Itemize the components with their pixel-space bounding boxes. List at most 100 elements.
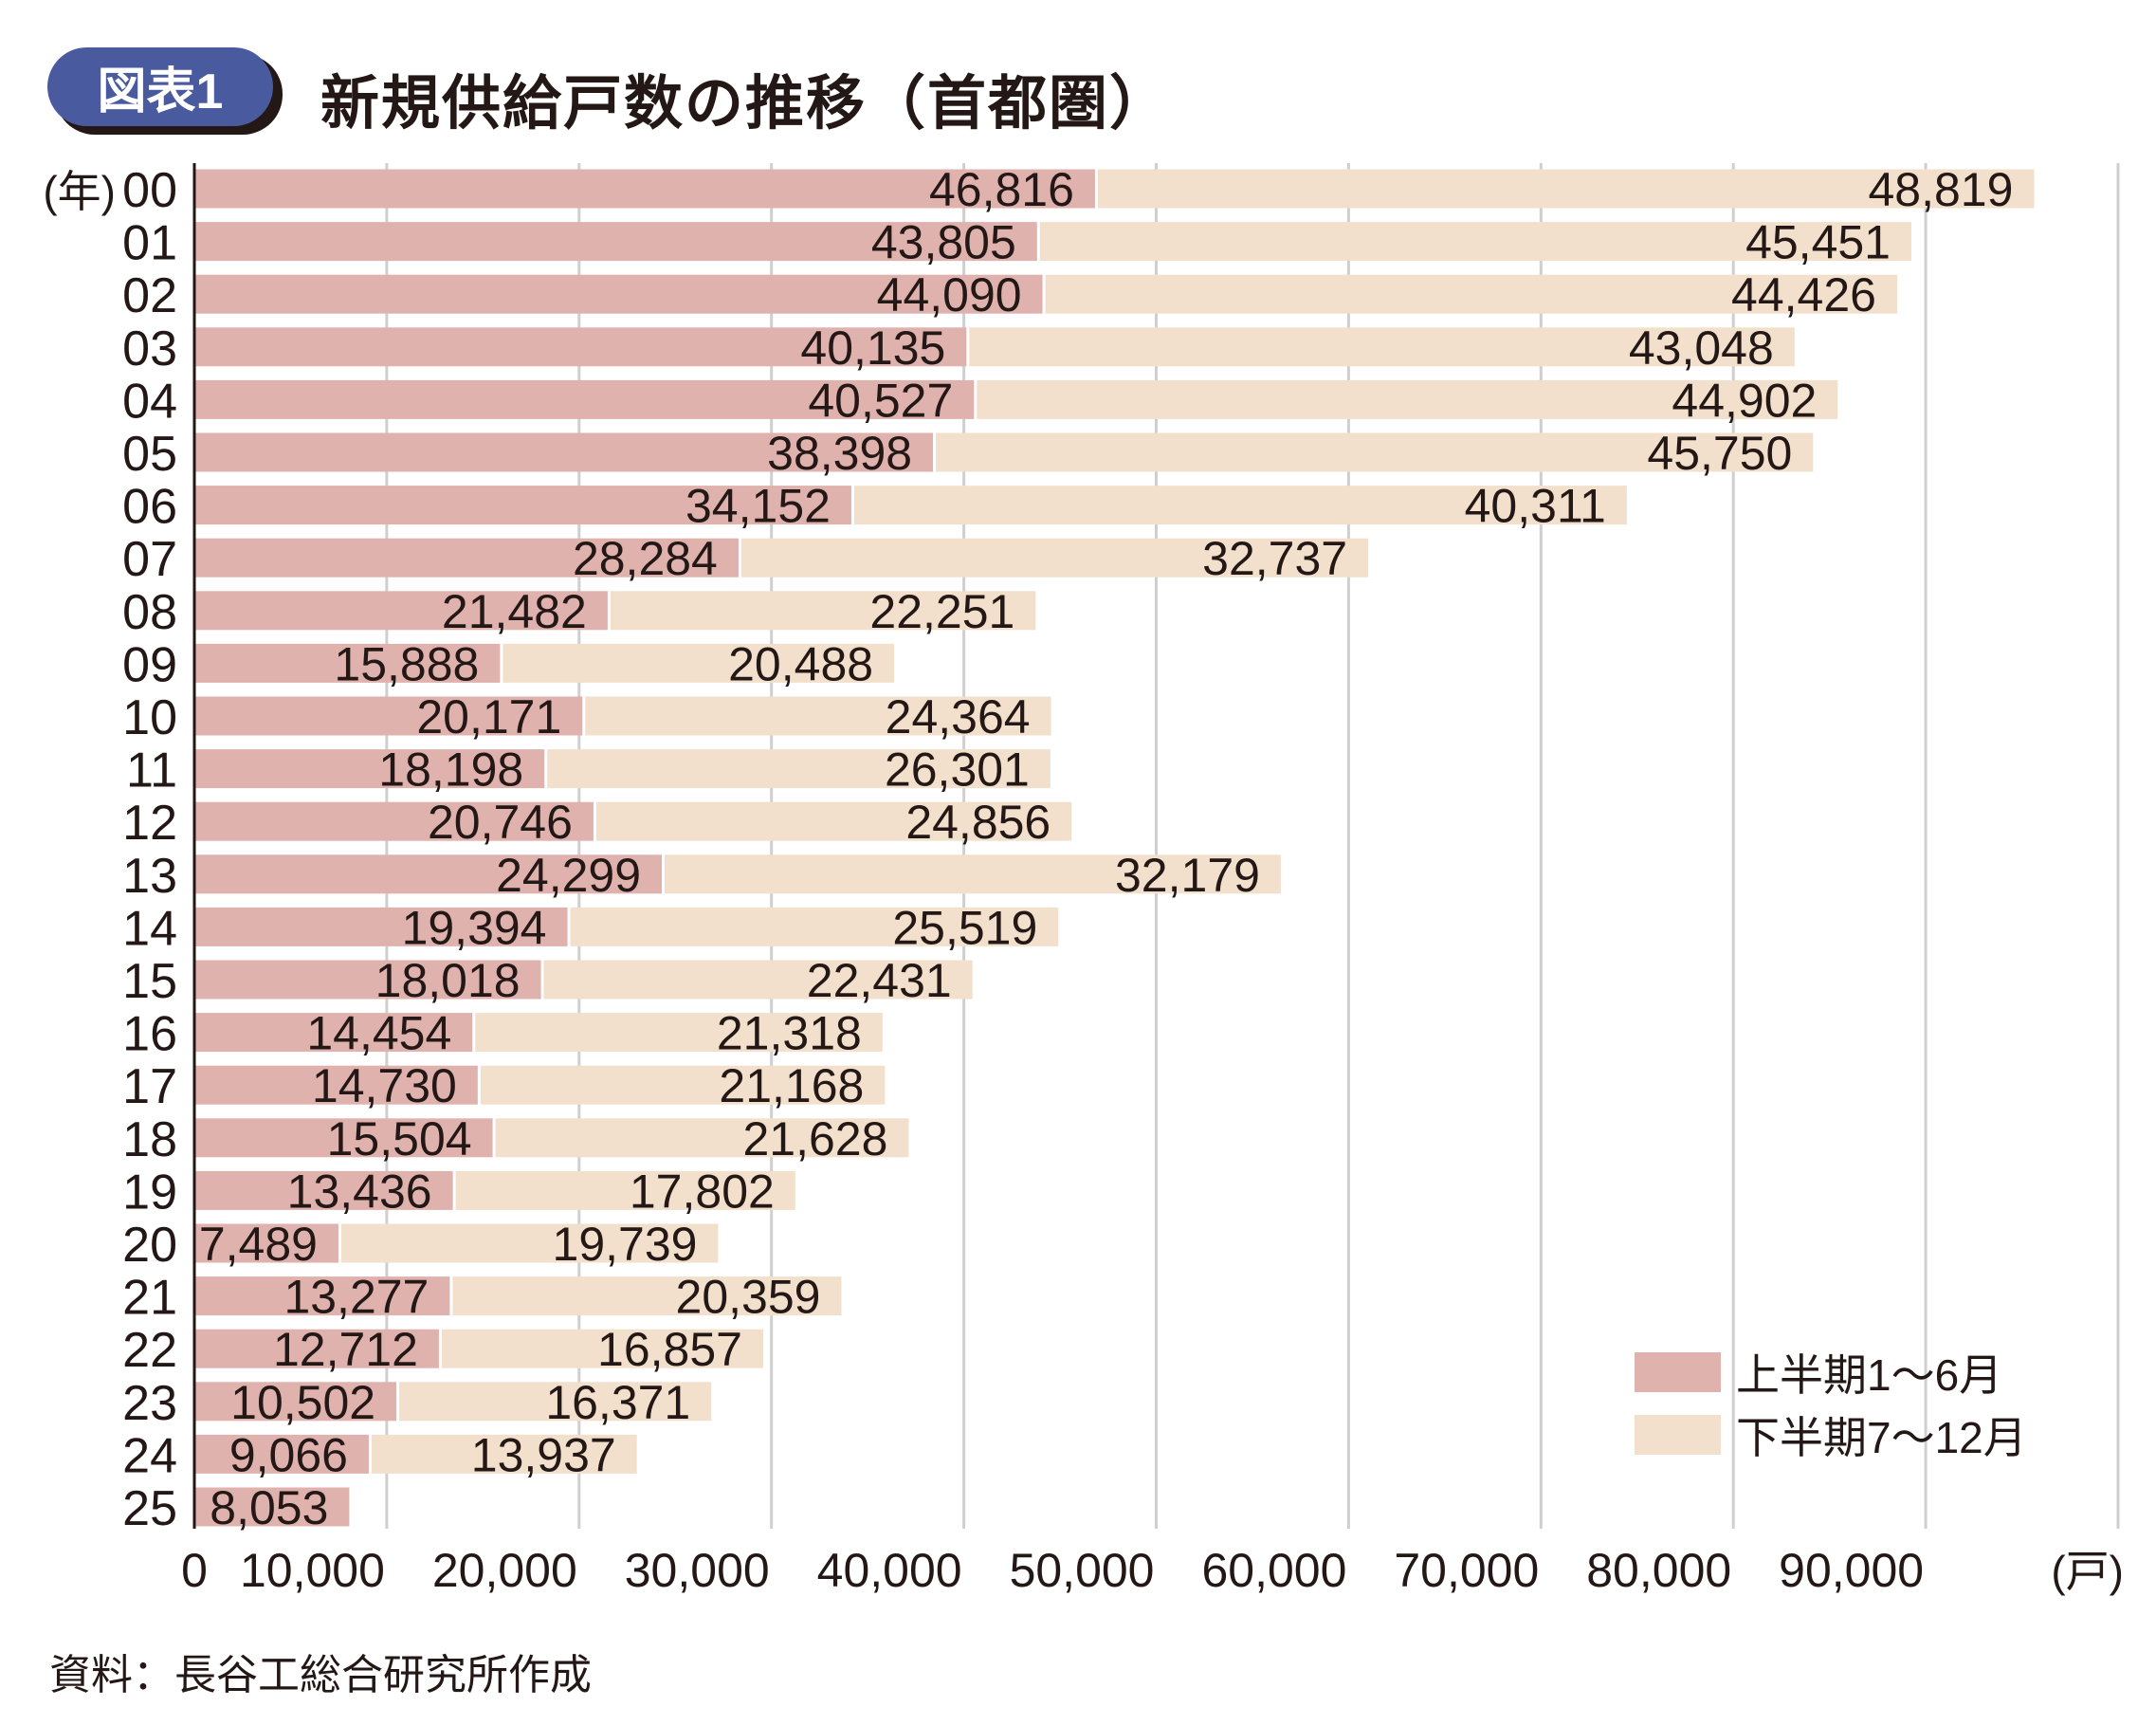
bar-segment — [194, 169, 1095, 209]
data-label: 10,502 — [230, 1376, 375, 1429]
data-label: 17,802 — [630, 1165, 775, 1218]
year-label: 21 — [122, 1271, 177, 1326]
year-label: 14 — [122, 901, 177, 956]
bar-segment — [740, 538, 1369, 578]
x-tick-label: 80,000 — [1586, 1544, 1731, 1597]
data-label: 21,628 — [742, 1112, 887, 1165]
year-label: 10 — [122, 690, 177, 745]
bar-segment — [480, 1065, 886, 1105]
bar-segment — [194, 1065, 478, 1105]
year-label: 04 — [122, 374, 177, 429]
data-label: 15,504 — [327, 1112, 472, 1165]
data-label: 21,318 — [717, 1007, 862, 1060]
legend-item-second-half: 下半期7～12月 — [1635, 1404, 2027, 1466]
legend-label: 下半期7～12月 — [1736, 1413, 2027, 1462]
x-tick-label: 10,000 — [240, 1544, 385, 1597]
year-label: 02 — [122, 268, 177, 323]
bar-segment — [543, 960, 973, 1000]
data-label: 46,816 — [929, 163, 1074, 216]
x-tick-label: 40,000 — [817, 1544, 962, 1597]
legend-label: 上半期1～6月 — [1736, 1350, 2003, 1400]
year-label: 00 — [122, 163, 177, 218]
data-label: 15,888 — [334, 637, 479, 690]
year-label: 13 — [122, 849, 177, 904]
year-label: 05 — [122, 427, 177, 482]
bar-segment — [610, 591, 1036, 631]
bar-segment — [977, 379, 1838, 419]
data-label: 40,527 — [808, 374, 953, 427]
year-label: 22 — [122, 1323, 177, 1378]
year-label: 17 — [122, 1059, 177, 1114]
data-label: 21,482 — [442, 585, 587, 638]
year-label: 23 — [122, 1376, 177, 1431]
data-label: 45,451 — [1745, 216, 1891, 269]
year-label: 20 — [122, 1218, 177, 1273]
data-label: 18,018 — [375, 954, 521, 1007]
bar-segment — [475, 1013, 883, 1053]
bar-segment — [371, 1434, 637, 1474]
bar-segment — [194, 1170, 453, 1210]
bar-segment — [194, 1276, 450, 1316]
figure-badge: 図表1 — [47, 47, 273, 126]
x-tick-label: 30,000 — [625, 1544, 770, 1597]
data-label: 43,048 — [1629, 321, 1774, 375]
data-label: 16,371 — [545, 1376, 690, 1429]
data-label: 32,737 — [1202, 532, 1347, 585]
bar-segment — [194, 907, 568, 946]
bar-segment — [194, 327, 967, 367]
data-label: 20,171 — [416, 690, 561, 743]
bar-segment — [441, 1329, 763, 1368]
data-label: 19,394 — [402, 901, 547, 954]
bar-segment — [495, 1118, 909, 1158]
x-tick-label: 60,000 — [1201, 1544, 1346, 1597]
x-tick-label: 0 — [181, 1544, 208, 1597]
data-label: 14,454 — [306, 1007, 451, 1060]
data-label: 24,856 — [905, 796, 1051, 849]
data-label: 19,739 — [553, 1218, 698, 1271]
bar-segment — [194, 643, 501, 683]
bar-segment — [194, 274, 1043, 314]
data-label: 13,436 — [287, 1165, 432, 1218]
x-axis-unit: (戸) — [2051, 1547, 2124, 1596]
source-note: 資料：長谷工総合研究所作成 — [49, 1652, 592, 1698]
year-label: 06 — [122, 480, 177, 535]
bar-segment — [194, 749, 545, 789]
x-tick-label: 20,000 — [432, 1544, 577, 1597]
data-label: 45,750 — [1647, 427, 1792, 480]
bar-segment — [194, 591, 608, 631]
data-label: 22,431 — [807, 954, 952, 1007]
bar-segment — [455, 1170, 795, 1210]
data-label: 21,168 — [719, 1059, 864, 1112]
legend: 上半期1～6月 下半期7～12月 — [1635, 1341, 2027, 1466]
year-label: 08 — [122, 585, 177, 640]
data-label: 13,937 — [471, 1428, 616, 1481]
bar-segment — [1045, 274, 1897, 314]
bar-segment — [194, 1329, 439, 1368]
bar-segment — [1039, 222, 1912, 262]
bar-segment — [194, 432, 934, 472]
data-label: 13,277 — [283, 1271, 429, 1324]
bar-segment — [194, 1487, 350, 1527]
bar-segment — [853, 486, 1627, 525]
data-label: 32,179 — [1115, 849, 1260, 902]
data-label: 44,902 — [1672, 374, 1817, 427]
bar-segment — [665, 854, 1281, 894]
legend-item-first-half: 上半期1～6月 — [1635, 1341, 2027, 1404]
data-label: 9,066 — [229, 1428, 348, 1481]
x-tick-label: 90,000 — [1779, 1544, 1924, 1597]
data-label: 28,284 — [573, 532, 718, 585]
bar-segment — [502, 643, 895, 683]
data-label: 18,198 — [378, 743, 523, 797]
bar-segment — [936, 432, 1814, 472]
data-label: 40,311 — [1465, 480, 1606, 533]
data-label: 7,489 — [199, 1218, 318, 1271]
bar-segment — [194, 1434, 369, 1474]
bar-segment — [340, 1223, 719, 1263]
bar-segment — [194, 379, 975, 419]
year-label: 18 — [122, 1112, 177, 1167]
data-label: 25,519 — [892, 901, 1037, 954]
data-label: 26,301 — [885, 743, 1030, 797]
bar-segment — [194, 1013, 473, 1053]
year-label: 24 — [122, 1428, 177, 1483]
year-label: 11 — [126, 743, 177, 798]
